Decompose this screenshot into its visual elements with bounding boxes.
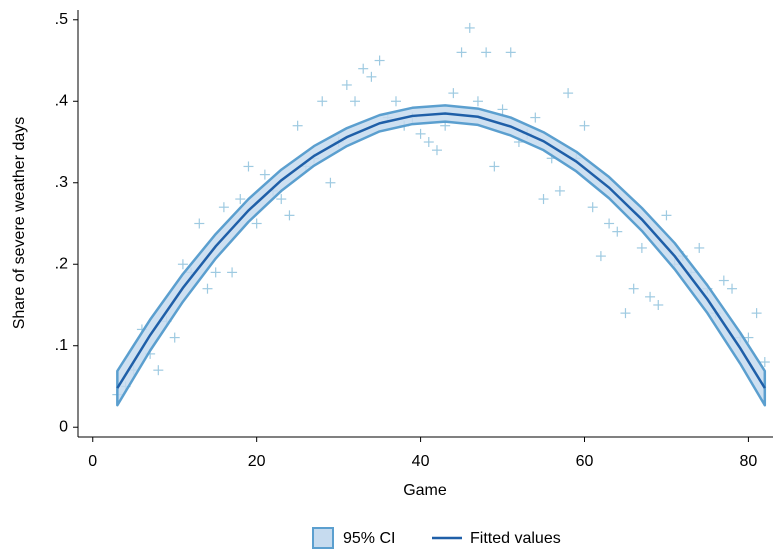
x-tick-label: 40 <box>412 453 430 470</box>
scatter-point <box>505 47 516 58</box>
scatter-point <box>604 218 615 229</box>
scatter-point <box>202 283 213 294</box>
scatter-point <box>358 63 369 74</box>
scatter-point <box>390 96 401 107</box>
scatter-point <box>751 308 762 319</box>
scatter-point <box>153 365 164 376</box>
scatter-point <box>210 267 221 278</box>
scatter-point <box>759 357 770 368</box>
scatter-point <box>325 177 336 188</box>
ci-band <box>116 104 767 407</box>
scatter-point <box>251 218 262 229</box>
scatter-point <box>497 104 508 115</box>
scatter-point <box>563 88 574 99</box>
scatter-point <box>743 332 754 343</box>
scatter-point <box>341 79 352 90</box>
x-tick-label: 0 <box>88 453 97 470</box>
y-tick-label: 0 <box>59 418 68 435</box>
scatter-point <box>431 145 442 156</box>
scatter-point <box>636 242 647 253</box>
scatter-point <box>694 242 705 253</box>
scatter-point <box>177 259 188 270</box>
scatter-point <box>530 112 541 123</box>
scatter-point <box>554 185 565 196</box>
x-tick-label: 80 <box>740 453 758 470</box>
y-tick-label: .4 <box>55 92 68 109</box>
y-tick-label: .3 <box>55 174 68 191</box>
scatter-point <box>227 267 238 278</box>
y-tick-label: .5 <box>55 11 68 28</box>
scatter-point <box>538 194 549 205</box>
scatter-point <box>579 120 590 131</box>
scatter-point <box>284 210 295 221</box>
scatter-point <box>235 194 246 205</box>
scatter-point <box>628 283 639 294</box>
y-tick-label: .1 <box>55 337 68 354</box>
legend-label: 95% CI <box>343 530 395 547</box>
x-tick-label: 20 <box>248 453 266 470</box>
scatter-point <box>464 22 475 33</box>
scatter-point <box>243 161 254 172</box>
scatter-point <box>276 194 287 205</box>
scatter-point <box>481 47 492 58</box>
scatter-point <box>587 202 598 213</box>
scatter-point <box>292 120 303 131</box>
scatter-point <box>259 169 270 180</box>
scatter-point <box>317 96 328 107</box>
scatter-point <box>374 55 385 66</box>
x-axis-title: Game <box>403 482 447 499</box>
x-tick-label: 60 <box>576 453 594 470</box>
scatter-point <box>350 96 361 107</box>
scatter-point <box>366 71 377 82</box>
scatter-point <box>218 202 229 213</box>
scatter-point <box>595 251 606 262</box>
scatter-point <box>472 96 483 107</box>
scatter-point <box>169 332 180 343</box>
scatter-point <box>653 299 664 310</box>
fitted-line <box>116 112 766 389</box>
scatter-point <box>661 210 672 221</box>
scatter-point <box>456 47 467 58</box>
scatter-point <box>620 308 631 319</box>
scatter-point <box>612 226 623 237</box>
scatter-point <box>645 291 656 302</box>
scatter-point <box>423 137 434 148</box>
scatter-point <box>718 275 729 286</box>
scatter-point <box>415 128 426 139</box>
scatter-point <box>489 161 500 172</box>
scatter-point <box>448 88 459 99</box>
y-tick-label: .2 <box>55 255 68 272</box>
scatter-point <box>194 218 205 229</box>
scatter-point <box>727 283 738 294</box>
y-axis-title: Share of severe weather days <box>11 117 28 330</box>
legend-label: Fitted values <box>470 530 561 547</box>
legend-swatch <box>312 527 334 549</box>
